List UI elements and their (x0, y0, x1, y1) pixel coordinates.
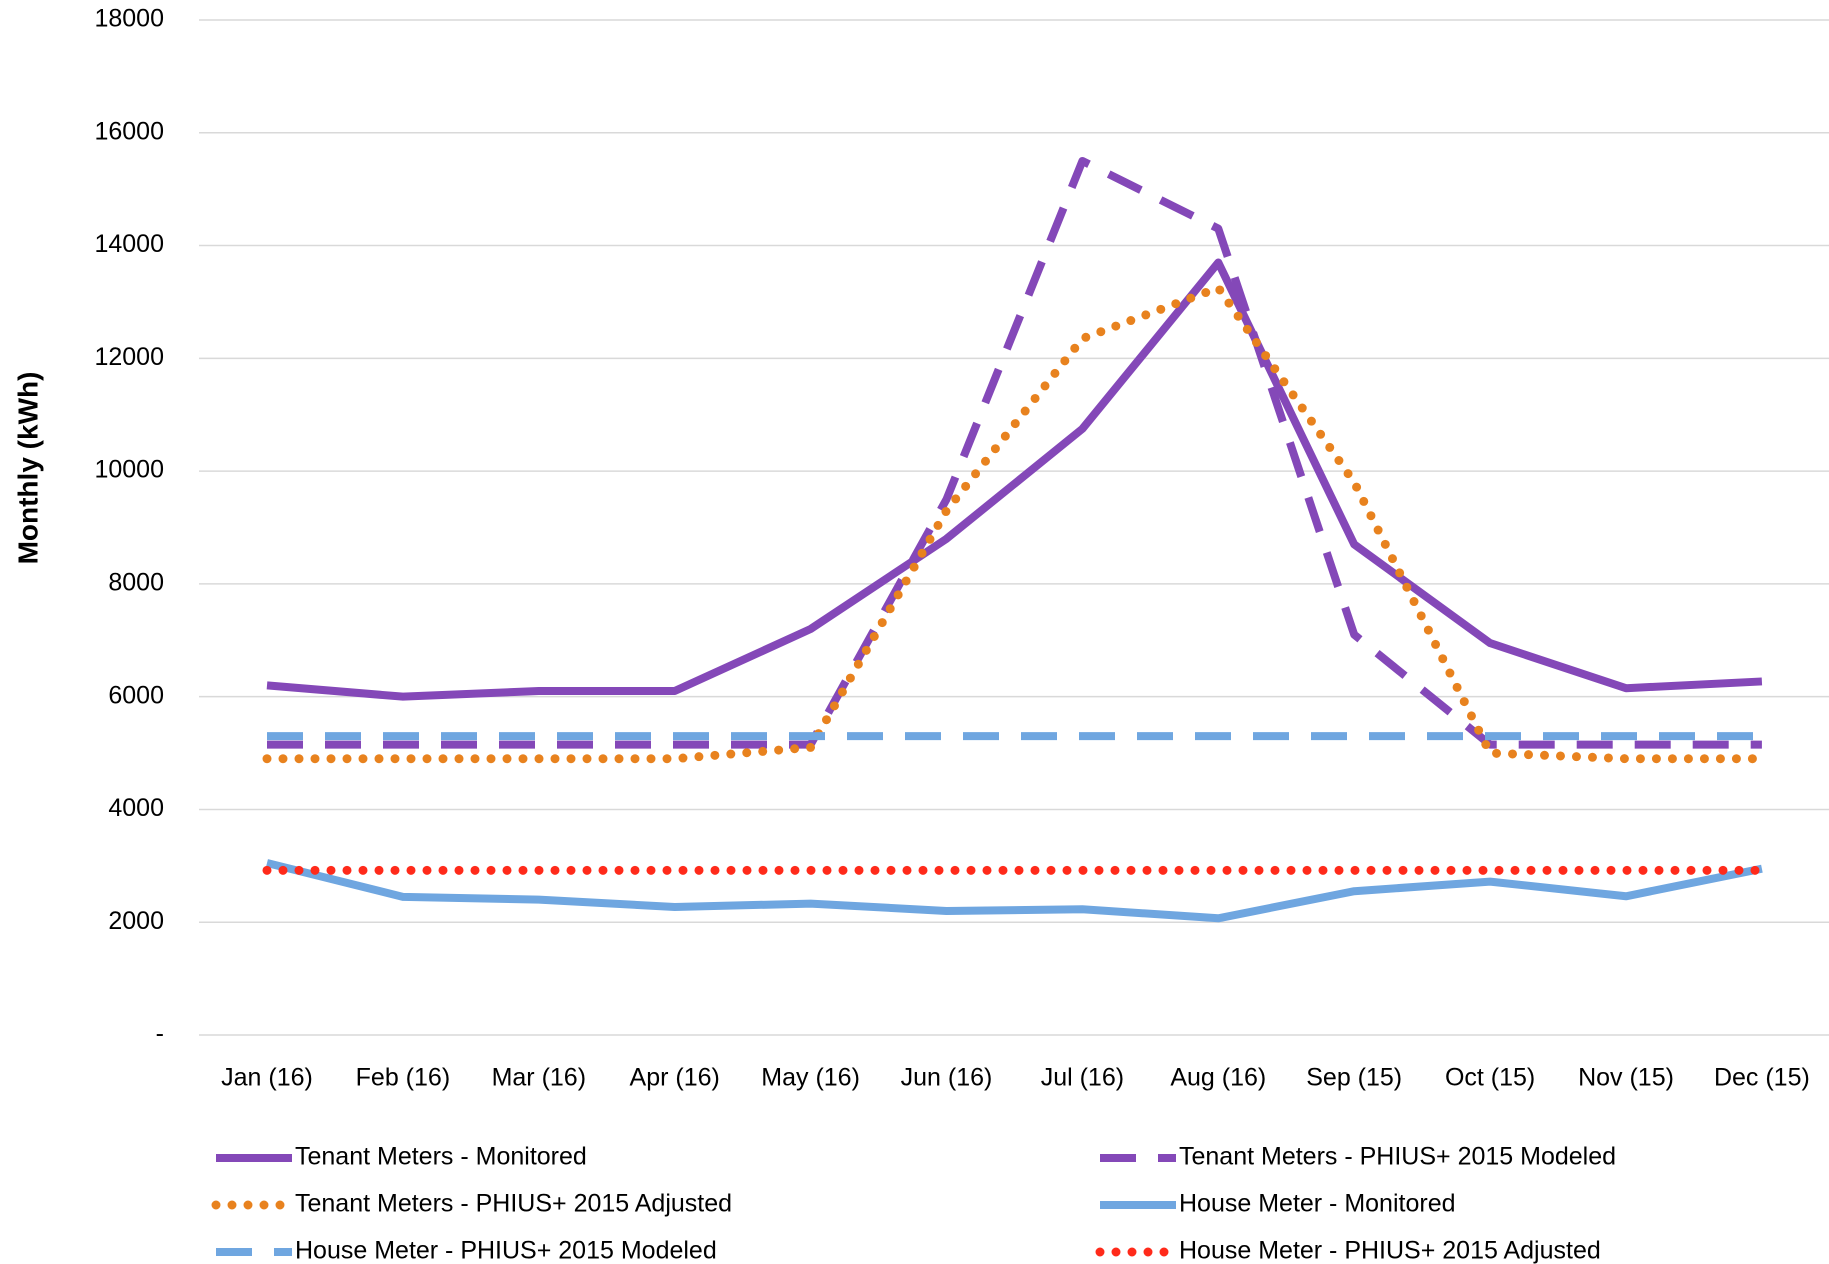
legend-label: Tenant Meters - PHIUS+ 2015 Modeled (1179, 1143, 1616, 1171)
y-tick-label: 12000 (94, 343, 164, 371)
legend-label: House Meter - PHIUS+ 2015 Modeled (295, 1237, 717, 1264)
y-tick-label: 6000 (108, 681, 164, 709)
legend-label: Tenant Meters - Monitored (295, 1143, 587, 1171)
x-tick-label: Nov (15) (1578, 1064, 1674, 1092)
legend-label: House Meter - Monitored (1179, 1190, 1456, 1218)
y-tick-label: - (156, 1020, 164, 1048)
x-tick-label: Dec (15) (1714, 1064, 1810, 1092)
y-tick-label: 18000 (94, 5, 164, 33)
series-line (262, 283, 1767, 764)
series-line (267, 156, 1762, 749)
y-tick-label: 10000 (94, 456, 164, 484)
series-line (266, 258, 1763, 701)
legend-label: Tenant Meters - PHIUS+ 2015 Adjusted (295, 1190, 732, 1218)
y-axis-title: Monthly (kWh) (12, 372, 43, 565)
y-tick-label: 2000 (108, 907, 164, 935)
x-tick-label: Jun (16) (901, 1064, 993, 1092)
x-tick-label: Aug (16) (1170, 1064, 1266, 1092)
y-tick-label: 8000 (108, 568, 164, 596)
x-tick-label: Feb (16) (356, 1064, 450, 1092)
x-tick-label: Oct (15) (1445, 1064, 1535, 1092)
y-tick-label: 4000 (108, 794, 164, 822)
series-line (266, 859, 1763, 923)
x-tick-label: Mar (16) (492, 1064, 586, 1092)
x-tick-label: Jan (16) (221, 1064, 313, 1092)
x-tick-label: Apr (16) (630, 1064, 720, 1092)
x-tick-label: Sep (15) (1306, 1064, 1402, 1092)
legend-label: House Meter - PHIUS+ 2015 Adjusted (1179, 1237, 1601, 1264)
y-tick-label: 14000 (94, 230, 164, 258)
y-tick-label: 16000 (94, 117, 164, 145)
x-tick-label: Jul (16) (1041, 1064, 1124, 1092)
x-tick-label: May (16) (761, 1064, 860, 1092)
